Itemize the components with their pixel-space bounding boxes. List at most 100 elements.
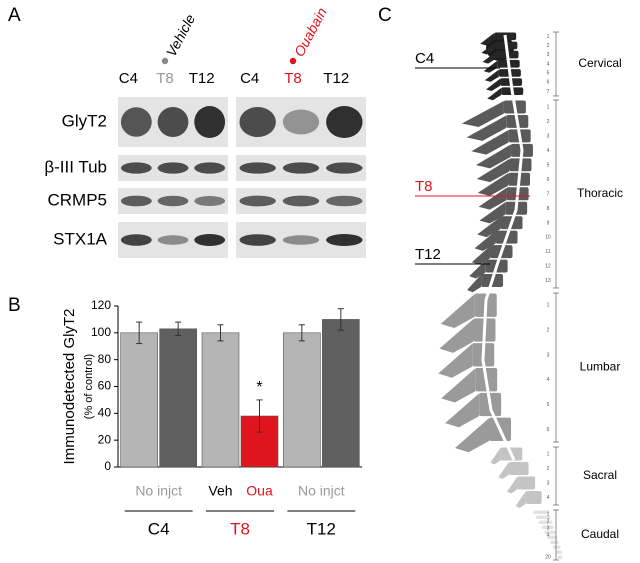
vertebra [544,530,556,534]
lane-label: T12 [189,70,215,87]
band [194,106,226,138]
y-tick-label: 0 [104,459,111,473]
band [326,234,363,246]
y-tick-label: 100 [91,325,111,339]
spinous-process [477,173,509,196]
band [120,107,152,137]
spinous-process [498,462,509,479]
spinous-process [478,187,507,210]
band [326,195,363,207]
spinous-process [466,115,507,141]
spinous-process [481,42,496,55]
band [157,162,189,174]
bar [120,332,158,468]
vertebra [508,462,529,475]
level-label: 2 [547,119,550,125]
x-tick-label: No injct [298,483,345,499]
spinous-process [439,318,474,353]
spinous-process [469,260,486,279]
level-label: 6 [547,177,550,183]
spinous-process [484,69,499,82]
level-label: 4 [547,377,550,383]
level-label: 3 [547,352,550,358]
spinous-process [480,33,495,46]
band [120,195,152,207]
lane-label: T8 [156,70,174,87]
level-label: 4 [547,532,550,538]
level-label: 2 [547,43,550,49]
level-label: 5 [547,70,550,76]
band [239,162,276,174]
vertebra [517,476,536,490]
spinous-process [455,418,490,453]
vertebra [552,545,561,549]
spinal-cord [481,34,524,461]
level-label: 7 [547,191,550,197]
spinous-process [467,274,482,293]
treatment-label: Vehicle [163,11,199,59]
band [157,106,189,138]
panel-label: B [8,295,21,316]
level-label: 8 [547,206,550,212]
level-label: 1 [547,511,550,517]
vertebra [550,540,559,544]
vertebra [547,535,558,539]
level-label: 6 [547,427,550,433]
band [157,195,189,207]
y-tick-label: 40 [98,406,112,420]
vertebra [538,520,553,524]
spine-diagram: 1234567Cervical12345678910111213Thoracic… [415,31,623,560]
vertebra [557,555,563,559]
level-label: 2 [547,466,550,472]
spinous-process [445,393,480,428]
level-label: 3 [547,133,550,139]
level-label: 7 [547,89,550,95]
spinous-process [471,129,509,155]
level-label: 2 [547,518,550,524]
bar [201,332,240,468]
vertebra [525,491,542,504]
band [326,106,363,138]
level-label: 4 [547,61,550,67]
treatment-dot [161,57,169,65]
treatment-dot [289,57,297,65]
x-tick-label: Veh [208,483,232,499]
spinous-process [438,343,473,378]
band [239,195,276,207]
lane-label: C4 [119,70,138,87]
marker-label: T12 [415,246,441,263]
level-label: 1 [547,105,550,111]
vertebra [535,515,551,519]
protein-label: GlyT2 [62,111,107,130]
region-label: Sacral [583,468,617,482]
bar-chart: 0 20 40 60 80 100 120 Immunodetected GlyT2 (% of… [61,298,362,538]
vertebra [555,550,563,554]
y-axis-label: Immunodetected GlyT2 [61,309,78,465]
band [194,195,226,207]
y-axis-sublabel: (% of control) [83,354,95,419]
bar [283,332,321,468]
level-label: 3 [547,525,550,531]
spinous-process [486,78,501,92]
lane-label: T8 [284,70,302,87]
spinous-process [483,60,498,73]
level-label: 4 [547,148,550,154]
group-label: T12 [307,519,336,538]
panel-label: C [378,5,392,26]
y-tick-label: 80 [98,352,112,366]
bar [322,319,360,468]
band [120,234,152,246]
level-label: 5 [547,162,550,168]
vertebra [541,525,554,529]
x-tick-label: No injct [135,483,182,499]
lane-label: C4 [240,70,259,87]
level-label: 3 [547,52,550,58]
spinous-process [515,491,526,508]
level-label: 4 [547,495,550,501]
bar [159,328,197,468]
band [194,234,226,246]
protein-label: β-III Tub [44,157,107,176]
spinous-process [490,448,501,465]
protein-label: CRMP5 [47,190,107,209]
vertebra [533,510,550,514]
